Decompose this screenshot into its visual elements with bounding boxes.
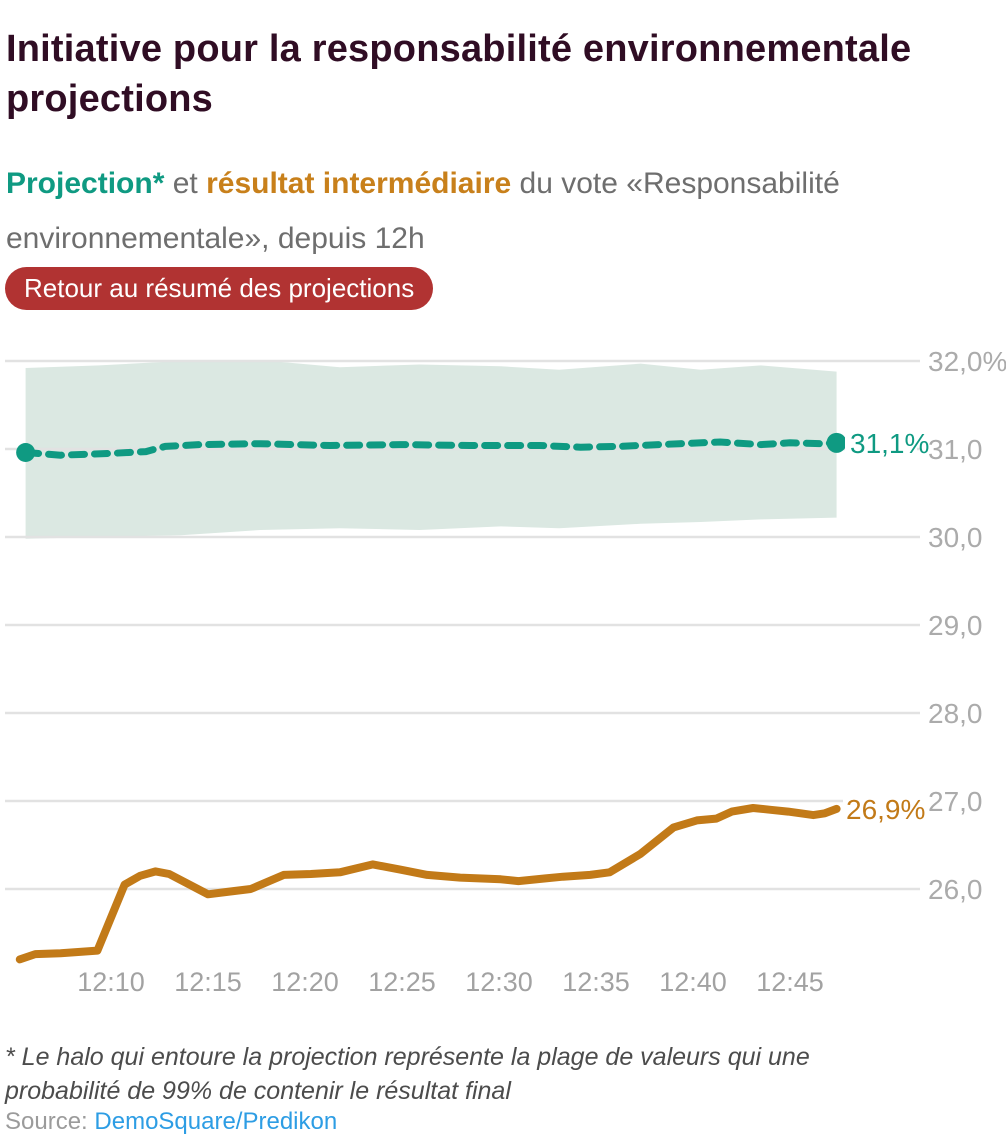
back-to-summary-button[interactable]: Retour au résumé des projections bbox=[5, 267, 434, 310]
y-axis-label: 27,0 bbox=[928, 786, 983, 817]
x-axis-label: 12:35 bbox=[562, 967, 630, 997]
y-axis-label: 32,0% bbox=[928, 346, 1006, 377]
x-axis-label: 12:15 bbox=[174, 967, 242, 997]
chart-svg: 32,0% 31,0 30,0 29,0 28,0 27,0 26,0 12:10 12:15 1… bbox=[5, 346, 1006, 997]
result-value-label: 26,9% bbox=[846, 794, 925, 825]
source-line: Source: DemoSquare/Predikon bbox=[5, 1108, 905, 1136]
subtitle-intermediate-label: résultat intermédiaire bbox=[206, 167, 512, 200]
x-axis-label: 12:40 bbox=[659, 967, 727, 997]
projection-end-dot bbox=[826, 432, 847, 453]
subtitle-rest: du vote «Responsabilité environnementale… bbox=[6, 167, 840, 255]
subtitle-connector: et bbox=[164, 167, 207, 200]
y-axis-label: 31,0 bbox=[928, 434, 983, 465]
source-label: Source: bbox=[5, 1108, 95, 1135]
x-axis-label: 12:30 bbox=[465, 967, 533, 997]
x-axis-label: 12:20 bbox=[271, 967, 339, 997]
source-link[interactable]: DemoSquare/Predikon bbox=[94, 1108, 338, 1135]
footnote: * Le halo qui entoure la projection repr… bbox=[5, 1043, 810, 1105]
y-axis-label: 30,0 bbox=[928, 522, 983, 553]
result-label-bg bbox=[843, 785, 919, 820]
x-axis-label: 12:10 bbox=[77, 967, 145, 997]
y-axis-label: 29,0 bbox=[928, 610, 983, 641]
projection-chart: 32,0% 31,0 30,0 29,0 28,0 27,0 26,0 12:10 12:15 1… bbox=[0, 330, 1006, 1020]
page-title: Initiative pour la responsabilité enviro… bbox=[6, 28, 912, 120]
result-line bbox=[15, 804, 841, 964]
x-axis-label: 12:25 bbox=[368, 967, 436, 997]
y-axis-label: 28,0 bbox=[928, 698, 983, 729]
projection-line bbox=[22, 438, 841, 459]
subtitle-projection-label: Projection* bbox=[6, 167, 165, 200]
chart-subtitle: Projection* et résultat intermédiaire du… bbox=[6, 156, 991, 266]
projection-value-label: 31,1% bbox=[850, 428, 929, 459]
projection-start-dot bbox=[16, 443, 36, 463]
x-axis-label: 12:45 bbox=[756, 967, 824, 997]
projection-label-bg bbox=[845, 419, 917, 454]
y-axis-label: 26,0 bbox=[928, 874, 983, 905]
